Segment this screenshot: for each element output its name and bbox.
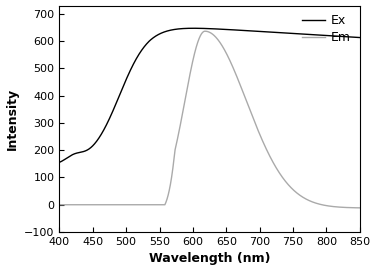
X-axis label: Wavelength (nm): Wavelength (nm) <box>149 253 270 265</box>
Ex <box>320 34 324 37</box>
Em <box>172 152 177 155</box>
Y-axis label: Intensity: Intensity <box>6 88 18 150</box>
Ex <box>352 36 356 39</box>
Em <box>109 203 114 207</box>
Line: Em: Em <box>59 31 360 208</box>
Em <box>320 203 324 206</box>
Ex <box>358 36 362 39</box>
Legend: Ex, Em: Ex, Em <box>300 12 354 47</box>
Em <box>203 30 207 33</box>
Ex <box>185 27 190 30</box>
Em <box>185 85 190 88</box>
Em <box>358 206 362 209</box>
Ex <box>109 112 114 116</box>
Ex <box>57 161 62 164</box>
Em <box>57 203 62 207</box>
Line: Ex: Ex <box>59 28 360 162</box>
Ex <box>172 28 177 31</box>
Ex <box>191 27 196 30</box>
Em <box>352 206 356 209</box>
Ex <box>91 143 96 147</box>
Em <box>91 203 96 207</box>
